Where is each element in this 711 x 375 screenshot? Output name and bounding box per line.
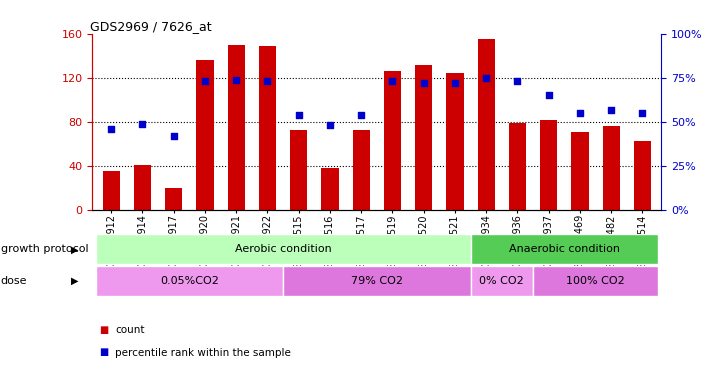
Bar [384, 71, 401, 210]
Bar [471, 234, 658, 264]
Point [324, 122, 336, 128]
Bar [95, 234, 471, 264]
Point [637, 110, 648, 116]
Point [574, 110, 586, 116]
Point [449, 80, 461, 86]
Text: ■: ■ [100, 325, 109, 335]
Text: Aerobic condition: Aerobic condition [235, 244, 331, 254]
Bar [196, 60, 213, 210]
Bar [447, 74, 464, 210]
Bar [478, 39, 495, 210]
Bar [353, 130, 370, 210]
Text: 0% CO2: 0% CO2 [479, 276, 524, 286]
Bar [415, 64, 432, 210]
Text: count: count [115, 325, 144, 335]
Bar [540, 120, 557, 210]
Point [199, 78, 210, 84]
Text: ▶: ▶ [71, 244, 78, 254]
Bar [321, 168, 338, 210]
Point [606, 106, 617, 112]
Text: Anaerobic condition: Anaerobic condition [509, 244, 620, 254]
Text: 79% CO2: 79% CO2 [351, 276, 403, 286]
Point [293, 112, 304, 118]
Bar [283, 266, 471, 296]
Point [262, 78, 273, 84]
Text: 100% CO2: 100% CO2 [566, 276, 625, 286]
Text: ■: ■ [100, 348, 109, 357]
Point [137, 121, 148, 127]
Point [418, 80, 429, 86]
Text: growth protocol: growth protocol [1, 244, 88, 254]
Bar [634, 141, 651, 210]
Bar [572, 132, 589, 210]
Point [105, 126, 117, 132]
Text: 0.05%CO2: 0.05%CO2 [160, 276, 219, 286]
Point [387, 78, 398, 84]
Bar [165, 188, 182, 210]
Bar [134, 165, 151, 210]
Bar [471, 266, 533, 296]
Point [512, 78, 523, 84]
Bar [290, 130, 307, 210]
Point [168, 133, 179, 139]
Point [230, 76, 242, 82]
Text: percentile rank within the sample: percentile rank within the sample [115, 348, 291, 357]
Point [356, 112, 367, 118]
Bar [259, 46, 276, 210]
Bar [603, 126, 620, 210]
Bar [102, 171, 119, 210]
Bar [509, 123, 526, 210]
Text: dose: dose [1, 276, 27, 286]
Text: ▶: ▶ [71, 276, 78, 286]
Point [481, 75, 492, 81]
Bar [95, 266, 283, 296]
Point [543, 93, 555, 99]
Bar [228, 45, 245, 210]
Bar [533, 266, 658, 296]
Text: GDS2969 / 7626_at: GDS2969 / 7626_at [90, 20, 211, 33]
